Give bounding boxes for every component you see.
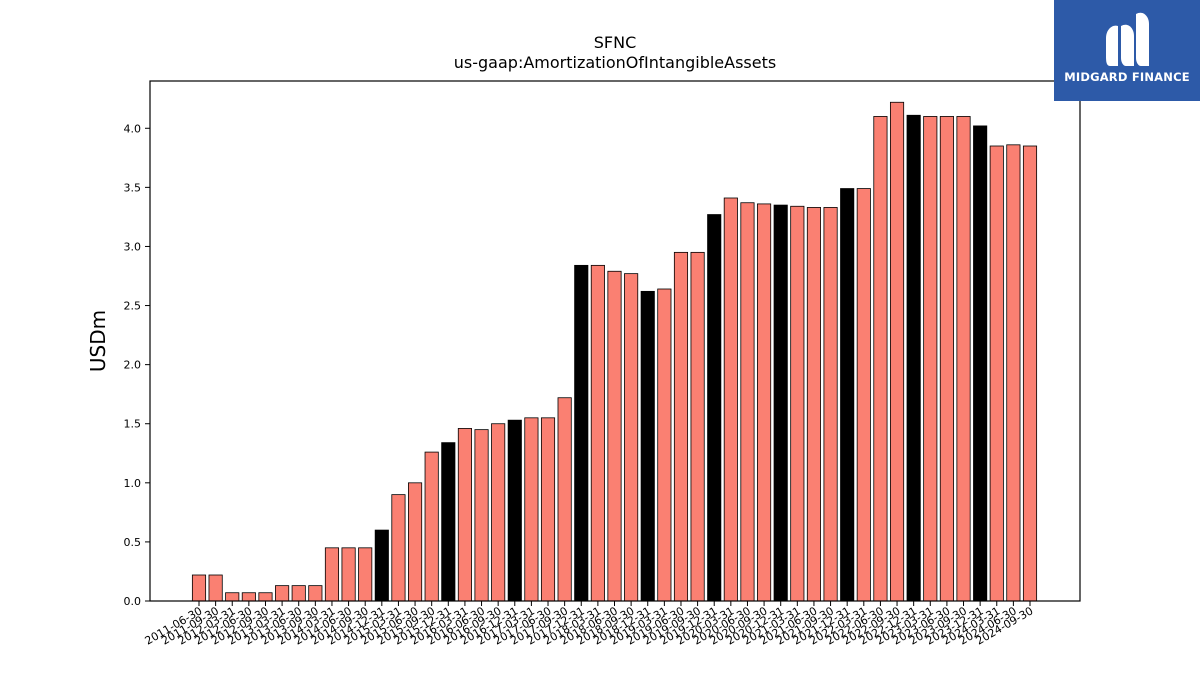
y-tick-label: 0.5 xyxy=(124,536,142,549)
bar-2021-09-30 xyxy=(823,207,838,602)
chart-subtitle: us-gaap:AmortizationOfIntangibleAssets xyxy=(454,53,776,72)
bar-2020-09-30 xyxy=(757,203,772,602)
bar-2020-12-31 xyxy=(773,204,788,602)
bars-group xyxy=(191,101,1038,602)
bar-2014-09-30 xyxy=(358,547,373,602)
bar-2016-06-30 xyxy=(474,429,489,602)
bar-2015-03-31 xyxy=(391,494,406,602)
bar-2024-06-30 xyxy=(1006,144,1021,602)
bar-2012-09-30 xyxy=(258,592,273,602)
bar-2020-06-30 xyxy=(740,202,755,602)
bar-2012-03-31 xyxy=(225,592,240,602)
y-ticks-group: 0.0 0.5 1.0 1.5 2.0 2.5 3.0 3.5 4.0 xyxy=(124,122,150,608)
bar-2023-12-31 xyxy=(973,125,988,602)
bar-2022-06-30 xyxy=(873,116,888,602)
bar-2023-03-31 xyxy=(923,116,938,602)
bar-2015-09-30 xyxy=(424,451,439,602)
bar-2022-03-31 xyxy=(856,188,871,602)
y-tick-label: 1.0 xyxy=(124,477,142,490)
logo-text: MIDGARD FINANCE xyxy=(1064,70,1190,84)
bar-2018-03-31 xyxy=(590,264,605,602)
bar-2017-12-31 xyxy=(574,264,589,602)
bar-2016-09-30 xyxy=(491,423,506,602)
bar-2021-06-30 xyxy=(806,207,821,602)
bar-2019-09-30 xyxy=(690,251,705,602)
bar-2021-03-31 xyxy=(790,205,805,602)
bar-2017-03-31 xyxy=(524,417,539,602)
bar-2023-09-30 xyxy=(956,116,971,602)
y-tick-label: 4.0 xyxy=(124,122,142,135)
bar-2019-12-31 xyxy=(707,214,722,602)
y-tick-label: 2.0 xyxy=(124,359,142,372)
bar-2013-03-31 xyxy=(275,585,290,602)
bar-2018-12-31 xyxy=(640,290,655,602)
bar-2022-09-30 xyxy=(889,101,905,602)
y-tick-label: 3.5 xyxy=(124,181,142,194)
bar-2015-12-31 xyxy=(441,442,456,602)
plot-frame xyxy=(149,80,1081,602)
bar-2018-06-30 xyxy=(607,270,622,602)
y-tick-label: 1.5 xyxy=(124,418,142,431)
y-tick-label: 3.0 xyxy=(124,240,142,253)
x-ticks-group: 2011-06-302011-09-302012-03-312012-06-30… xyxy=(143,601,1036,648)
y-tick-label: 2.5 xyxy=(124,300,142,313)
bar-2023-06-30 xyxy=(939,116,954,602)
bar-2020-03-31 xyxy=(723,197,738,602)
bar-2016-03-31 xyxy=(457,428,472,602)
bar-2021-12-31 xyxy=(840,188,855,602)
bar-2019-06-30 xyxy=(673,251,689,602)
bar-2014-06-30 xyxy=(341,547,356,602)
bar-2014-12-31 xyxy=(374,529,389,602)
bar-2024-09-30 xyxy=(1022,145,1038,602)
bar-2017-09-30 xyxy=(557,397,572,602)
bar-2015-06-30 xyxy=(408,482,423,602)
logo-mark-icon xyxy=(1106,12,1149,67)
bar-2013-06-30 xyxy=(291,585,306,602)
y-tick-label: 0.0 xyxy=(124,595,142,608)
bar-2016-12-31 xyxy=(507,419,522,602)
bar-2011-09-30 xyxy=(208,574,223,602)
bar-2017-06-30 xyxy=(540,417,556,602)
bar-2013-09-30 xyxy=(308,585,323,602)
y-axis-label: USDm xyxy=(86,310,110,372)
bar-2012-06-30 xyxy=(241,592,256,602)
bar-2011-06-30 xyxy=(191,574,207,602)
bar-2024-03-31 xyxy=(989,145,1004,602)
bar-2014-03-31 xyxy=(324,547,340,602)
bar-2018-09-30 xyxy=(624,273,639,602)
midgard-finance-logo: MIDGARD FINANCE xyxy=(1054,0,1200,101)
bar-2022-12-31 xyxy=(906,114,921,602)
bar-2019-03-31 xyxy=(657,288,672,602)
chart-title: SFNC xyxy=(594,33,637,52)
